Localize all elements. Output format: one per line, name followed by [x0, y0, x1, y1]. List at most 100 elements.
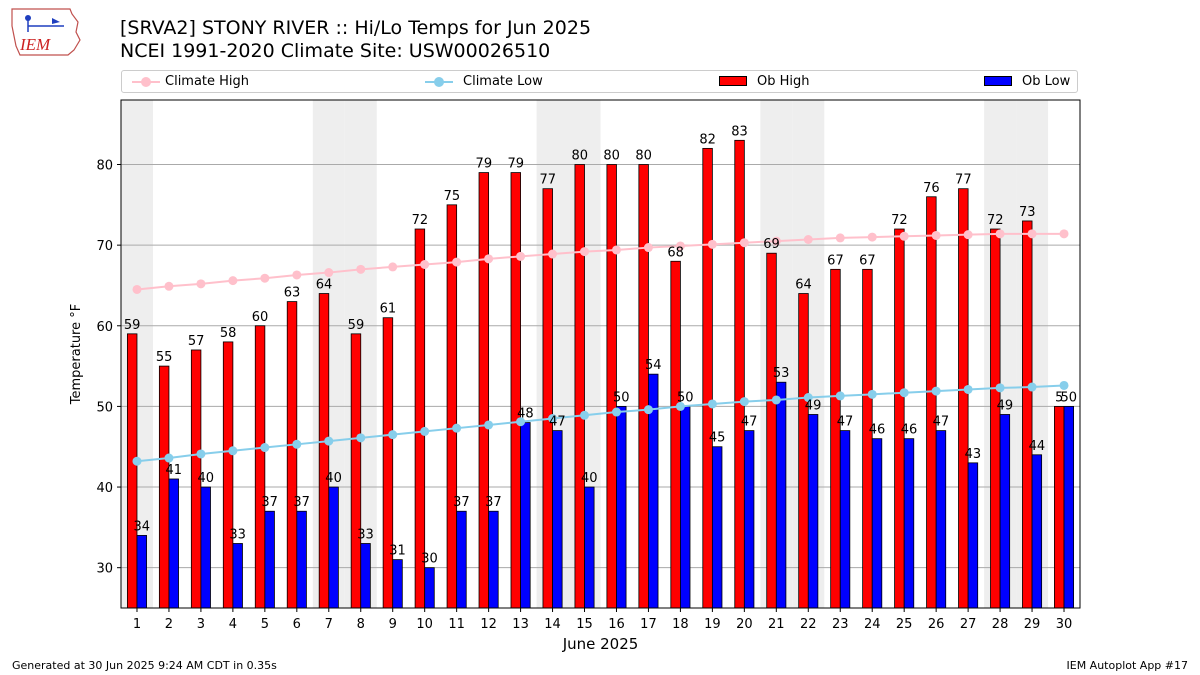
- x-tick-label-22: 22: [800, 617, 817, 632]
- climate-low-point-day-10: [420, 426, 430, 436]
- ob-high-label-day-14: 77: [539, 173, 556, 188]
- ob-low-label-day-14: 47: [549, 415, 566, 430]
- ob-low-label-day-25: 46: [901, 423, 918, 438]
- ob-low-label-day-19: 45: [709, 431, 726, 446]
- bar-value-labels: 59 34 55 41 57 40 58 33 60 37 63 37 64 40 59 33 61 31 72 30…: [124, 124, 1077, 566]
- climate-low-point-day-12: [484, 420, 494, 430]
- ob-high-bar-day-7: [318, 293, 330, 609]
- climate-high-point-day-4: [228, 276, 238, 286]
- chart-subtitle: NCEI 1991-2020 Climate Site: USW00026510: [120, 40, 551, 62]
- ob-low-label-day-23: 47: [837, 415, 854, 430]
- ob-low-bar-day-30: [1063, 406, 1075, 609]
- ob-low-label-day-29: 44: [1029, 439, 1046, 454]
- ob-low-bar-day-27: [967, 462, 979, 609]
- climate-low-point-day-17: [643, 405, 653, 415]
- climate-high-point-day-8: [356, 264, 366, 274]
- ob-high-label-day-18: 68: [667, 245, 684, 260]
- ob-low-label-day-22: 49: [805, 398, 822, 413]
- ob-low-bar-day-18: [680, 406, 691, 609]
- x-tick-label-19: 19: [704, 617, 721, 632]
- ob-high-bar-day-21: [766, 252, 777, 609]
- x-tick-label-1: 1: [133, 617, 141, 632]
- ob-low-bar-day-21: [775, 381, 787, 609]
- ob-high-label-day-6: 63: [284, 286, 301, 301]
- ob-high-label-day-28: 72: [987, 213, 1004, 228]
- climate-low-point-day-9: [388, 430, 398, 440]
- x-tick-label-14: 14: [544, 617, 561, 632]
- ob-low-label-day-20: 47: [741, 415, 758, 430]
- chart-legend: Climate High Climate Low Ob High Ob Low: [121, 70, 1078, 93]
- climate-high-point-day-9: [388, 262, 398, 272]
- ob-low-label-day-10: 30: [421, 552, 438, 567]
- ob-high-label-day-26: 76: [923, 181, 940, 196]
- ob-low-bar-day-25: [903, 438, 915, 609]
- ob-low-label-day-7: 40: [325, 471, 342, 486]
- ob-low-bar-day-3: [200, 486, 211, 609]
- ob-low-bar-day-5: [264, 510, 275, 609]
- ob-high-label-day-24: 67: [859, 253, 876, 268]
- climate-low-point-day-4: [228, 446, 238, 456]
- x-tick-label-4: 4: [229, 617, 237, 632]
- ob-high-bar-day-23: [830, 268, 841, 609]
- ob-high-bar-day-30: [1054, 406, 1065, 609]
- climate-high-point-day-26: [931, 230, 941, 240]
- climate-low-point-day-20: [739, 397, 749, 407]
- ob-high-label-day-17: 80: [635, 149, 652, 164]
- ob-high-label-day-21: 69: [763, 237, 780, 252]
- x-tick-label-23: 23: [832, 617, 849, 632]
- climate-high-point-day-7: [324, 268, 334, 278]
- ob-low-label-day-11: 37: [453, 495, 470, 510]
- x-tick-label-15: 15: [576, 617, 593, 632]
- climate-low-point-day-22: [803, 393, 813, 403]
- weekend-shading: [121, 100, 1049, 608]
- ob-low-bar-day-12: [488, 510, 499, 609]
- ob-low-label-day-1: 34: [134, 519, 151, 534]
- ob-high-bar-day-6: [286, 301, 298, 609]
- climate-low-point-day-21: [771, 395, 781, 405]
- y-tick-label-80: 80: [96, 159, 113, 174]
- ob-high-bar-day-15: [574, 164, 585, 609]
- climate-low-point-day-18: [675, 401, 685, 411]
- ob-high-label-day-8: 59: [348, 318, 365, 333]
- x-tick-label-10: 10: [416, 617, 433, 632]
- y-tick-label-70: 70: [96, 239, 113, 254]
- climate-low-point-day-1: [132, 456, 142, 466]
- ob-high-label-day-11: 75: [444, 189, 461, 204]
- x-tick-label-26: 26: [928, 617, 945, 632]
- ob-low-bar-day-15: [584, 486, 595, 609]
- ob-high-bar-day-17: [638, 164, 649, 609]
- climate-high-point-day-13: [516, 251, 526, 261]
- climate-low-point-day-16: [611, 407, 621, 417]
- ob-low-label-day-26: 47: [933, 415, 950, 430]
- ob-low-bar-day-4: [232, 543, 243, 609]
- ob-low-label-day-3: 40: [197, 471, 214, 486]
- climate-low-line: [136, 384, 1065, 463]
- generated-timestamp: Generated at 30 Jun 2025 9:24 AM CDT in …: [12, 659, 277, 672]
- ob-low-bar-day-23: [839, 430, 851, 609]
- x-tick-label-2: 2: [165, 617, 173, 632]
- ob-low-bar-day-22: [807, 414, 819, 609]
- ob-high-bar-day-5: [254, 325, 266, 609]
- legend-label-ob-low: Ob Low: [1022, 74, 1071, 89]
- y-tick-label-50: 50: [96, 400, 113, 415]
- climate-high-point-day-30: [1059, 229, 1069, 239]
- climate-low-point-day-11: [452, 423, 462, 433]
- x-tick-label-30: 30: [1056, 617, 1073, 632]
- climate-low-point-day-19: [707, 399, 717, 409]
- x-tick-label-27: 27: [960, 617, 977, 632]
- ob-low-bar-day-14: [552, 430, 563, 609]
- x-tick-label-13: 13: [512, 617, 529, 632]
- y-axis-label: Temperature °F: [69, 304, 84, 405]
- ob-high-label-day-10: 72: [412, 213, 429, 228]
- ob-low-bar-day-29: [1031, 454, 1043, 609]
- ob-low-bar-day-16: [616, 406, 627, 609]
- ob-high-bar-day-1: [126, 333, 138, 609]
- ob-high-bar-day-16: [606, 164, 617, 609]
- ob-low-bar-day-26: [935, 430, 947, 609]
- x-tick-label-20: 20: [736, 617, 753, 632]
- climate-low-point-day-7: [324, 436, 334, 446]
- x-tick-label-12: 12: [480, 617, 497, 632]
- ob-low-label-day-27: 43: [965, 447, 982, 462]
- app-credit: IEM Autoplot App #17: [1066, 659, 1189, 672]
